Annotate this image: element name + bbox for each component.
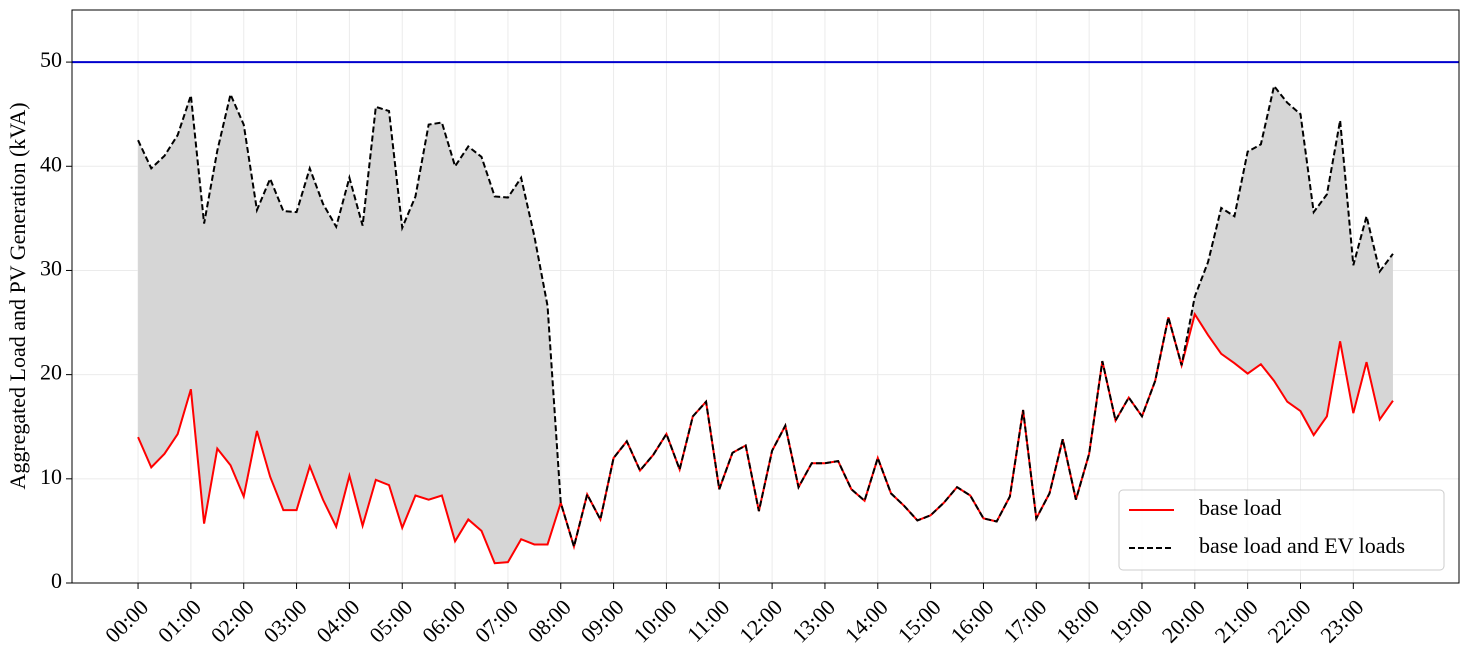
x-tick-label: 05:00 (364, 594, 417, 647)
x-tick-label: 15:00 (893, 594, 946, 647)
x-tick-label: 12:00 (734, 594, 787, 647)
x-tick-label: 18:00 (1051, 594, 1104, 647)
x-tick-label: 13:00 (787, 594, 840, 647)
legend-box (1118, 489, 1445, 571)
x-tick-label: 07:00 (470, 594, 523, 647)
x-tick-label: 14:00 (840, 594, 893, 647)
fill-between (138, 86, 1393, 564)
x-tick-label: 03:00 (259, 594, 312, 647)
x-tick-label: 21:00 (1210, 594, 1263, 647)
x-tick-label: 19:00 (1104, 594, 1157, 647)
x-tick-label: 04:00 (311, 594, 364, 647)
x-tick-label: 22:00 (1262, 594, 1315, 647)
y-tick-label: 10 (40, 464, 62, 489)
legend-label: base load and EV loads (1199, 533, 1405, 558)
x-tick-label: 00:00 (100, 594, 153, 647)
x-tick-label: 01:00 (153, 594, 206, 647)
x-tick-label: 08:00 (523, 594, 576, 647)
plot-frame (71, 9, 1460, 584)
y-axis-label: Aggregated Load and PV Generation (kVA) (5, 102, 30, 489)
x-tick-label: 23:00 (1315, 594, 1368, 647)
x-tick-label: 17:00 (998, 594, 1051, 647)
x-tick-label: 10:00 (628, 594, 681, 647)
legend: base load base load and EV loads (1118, 489, 1445, 571)
series-line (137, 83, 1394, 551)
x-tick-label: 11:00 (682, 594, 735, 647)
x-tick-label: 02:00 (206, 594, 259, 647)
y-tick-label: 30 (40, 256, 62, 281)
x-tick-label: 16:00 (945, 594, 998, 647)
y-tick-label: 40 (40, 151, 62, 176)
y-tick-label: 0 (51, 568, 62, 593)
y-tick-label: 50 (40, 47, 62, 72)
x-tick-label: 06:00 (417, 594, 470, 647)
x-tick-label: 20:00 (1157, 594, 1210, 647)
x-tick-label: 09:00 (576, 594, 629, 647)
legend-label: base load (1199, 495, 1281, 520)
y-tick-label: 20 (40, 360, 62, 385)
